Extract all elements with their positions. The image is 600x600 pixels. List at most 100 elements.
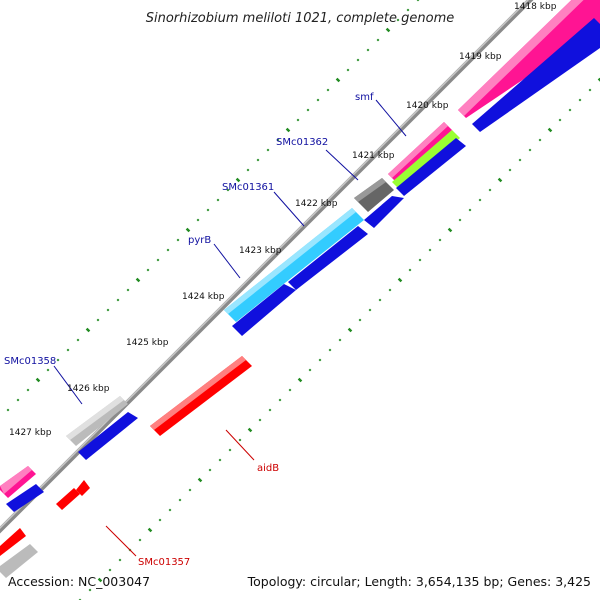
tick-mark — [178, 498, 182, 502]
gene-label-SMc01362[interactable]: SMc01362 — [276, 137, 328, 148]
leader-smf — [375, 99, 407, 137]
tick-mark — [246, 168, 250, 172]
leader-SMc01358 — [53, 365, 83, 405]
tick-mark — [326, 88, 330, 92]
tick-mark — [285, 127, 291, 133]
genome-backbone — [0, 0, 534, 534]
tick-mark — [185, 227, 191, 233]
tick-mark — [116, 298, 120, 302]
tick-mark — [66, 348, 70, 352]
tick-mark — [508, 168, 512, 172]
gene-label-SMc01357[interactable]: SMc01357 — [138, 557, 190, 568]
tick-mark — [306, 108, 310, 112]
label-leaders — [53, 99, 407, 557]
tick-mark — [166, 248, 170, 252]
tick-mark — [347, 327, 353, 333]
gene-bar-pink-top[interactable] — [458, 0, 600, 118]
tick-mark — [328, 348, 332, 352]
gene-bar-SMc01358[interactable] — [66, 396, 128, 446]
gene-label-SMc01361[interactable]: SMc01361 — [222, 182, 274, 193]
tick-mark — [396, 18, 400, 22]
genome-backbone-highlight — [0, 0, 530, 530]
tick-mark — [26, 388, 30, 392]
tick-mark — [135, 277, 141, 283]
gene-bar-smf[interactable] — [388, 122, 460, 190]
tick-mark — [378, 298, 382, 302]
tick-mark — [308, 368, 312, 372]
tick-mark — [488, 188, 492, 192]
tick-mark — [538, 138, 542, 142]
tick-mark — [356, 58, 360, 62]
tick-mark — [46, 368, 50, 372]
cds-arrow[interactable] — [472, 18, 600, 132]
tick-mark — [458, 218, 462, 222]
tick-mark — [358, 318, 362, 322]
tick-mark — [106, 308, 110, 312]
cds-arrow[interactable] — [78, 412, 138, 460]
tick-mark — [366, 48, 370, 52]
gene-bar-aidB[interactable] — [150, 356, 252, 436]
tick-mark — [196, 218, 200, 222]
tick-mark — [16, 398, 20, 402]
tick-mark — [156, 258, 160, 262]
tick-mark — [147, 527, 153, 533]
kbp-label: 1419 kbp — [459, 52, 502, 62]
kbp-label: 1418 kbp — [514, 2, 557, 12]
gene-label-SMc01358[interactable]: SMc01358 — [4, 356, 56, 367]
tick-mark — [158, 518, 162, 522]
gene-bar-pyrB-SMc01361[interactable] — [224, 208, 364, 322]
gene-label-smf[interactable]: smf — [355, 92, 374, 103]
gene-label-aidB[interactable]: aidB — [257, 463, 279, 474]
leader-pyrB — [213, 243, 241, 279]
gene-bar-red-left[interactable] — [0, 528, 26, 556]
tick-mark — [406, 8, 410, 12]
tick-mark — [146, 268, 150, 272]
kbp-label: 1427 kbp — [9, 428, 52, 438]
tick-mark — [578, 98, 582, 102]
tick-mark — [216, 198, 220, 202]
accession-text: Accession: NC_003047 — [8, 574, 150, 589]
cds-arrows-forward — [6, 18, 600, 512]
tick-mark — [428, 248, 432, 252]
tick-mark — [108, 568, 112, 572]
tick-mark — [176, 238, 180, 242]
tick-mark — [6, 408, 10, 412]
tick-mark — [388, 288, 392, 292]
tick-mark — [288, 388, 292, 392]
cds-arrow[interactable] — [6, 484, 44, 512]
tick-mark — [76, 338, 80, 342]
tick-mark — [235, 177, 241, 183]
cds-arrow[interactable] — [396, 138, 466, 196]
tick-mark — [397, 277, 403, 283]
map-title: Sinorhizobium meliloti 1021, complete ge… — [146, 11, 455, 26]
tick-mark — [368, 308, 372, 312]
gene-bar-gray-left[interactable] — [0, 544, 38, 578]
tick-mark — [228, 448, 232, 452]
gene-bar-SMc01357[interactable] — [56, 480, 90, 510]
genome-summary-text: Topology: circular; Length: 3,654,135 bp… — [247, 574, 591, 589]
tick-mark — [438, 238, 442, 242]
gene-bar-pink-left[interactable] — [0, 466, 36, 498]
kbp-label: 1426 kbp — [67, 384, 110, 394]
tick-mark — [296, 118, 300, 122]
tick-mark — [276, 138, 280, 142]
gene-label-pyrB[interactable]: pyrB — [188, 235, 211, 246]
leader-aidB — [225, 429, 255, 461]
tick-mark — [266, 148, 270, 152]
cds-arrow[interactable] — [232, 284, 296, 336]
tick-mark — [138, 538, 142, 542]
tick-mark — [478, 198, 482, 202]
tick-mark — [335, 77, 341, 83]
tick-mark — [418, 258, 422, 262]
tick-mark — [218, 458, 222, 462]
cds-arrow[interactable] — [288, 226, 368, 290]
tick-mark — [226, 188, 230, 192]
cds-arrow[interactable] — [364, 196, 404, 228]
tick-mark — [385, 27, 391, 33]
tick-mark — [88, 588, 92, 592]
tick-mark — [238, 438, 242, 442]
gene-bar-SMc01362[interactable] — [354, 178, 394, 212]
tick-mark — [338, 338, 342, 342]
